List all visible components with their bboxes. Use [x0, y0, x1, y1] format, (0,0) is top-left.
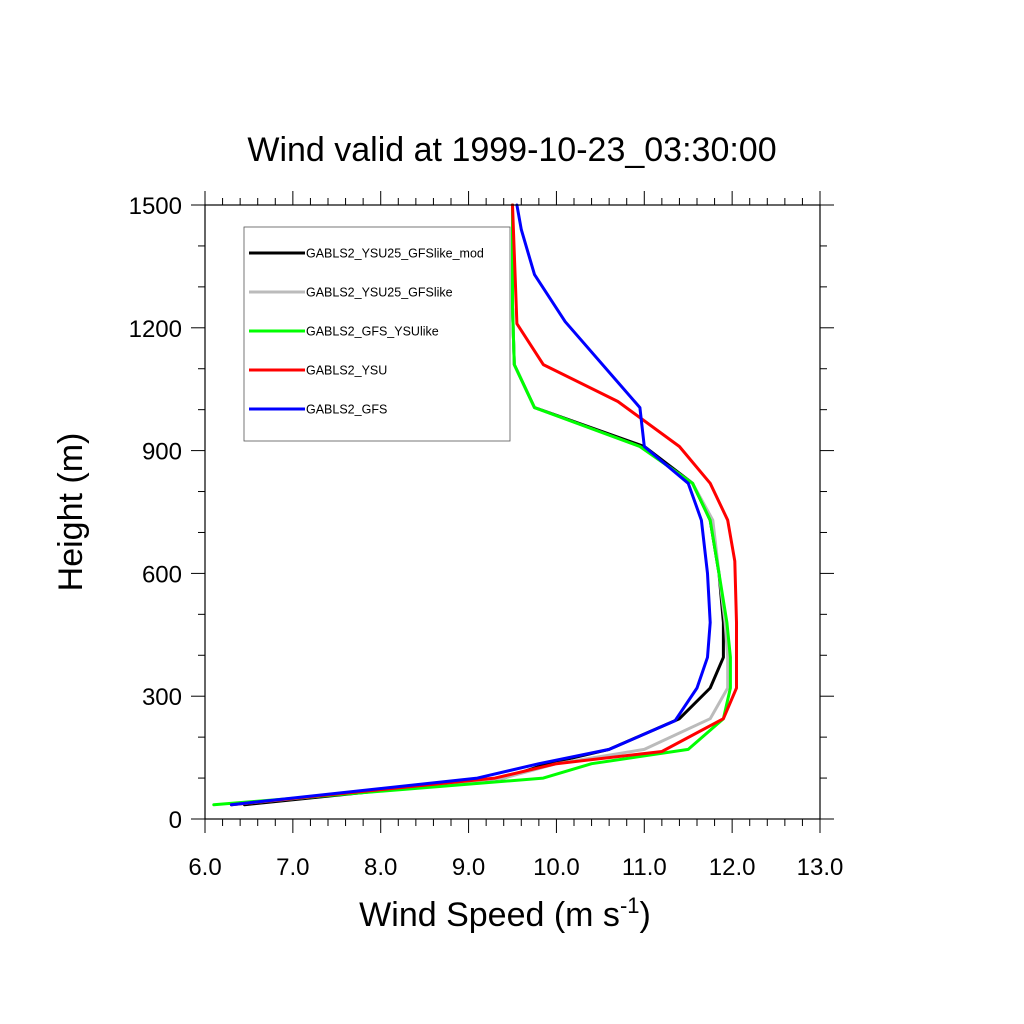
series-line-3 [212, 203, 732, 807]
x-tick-label: 7.0 [276, 854, 309, 881]
x-tick-label: 9.0 [452, 854, 485, 881]
x-tick-label: 8.0 [364, 854, 397, 881]
y-tick-label: 1200 [129, 316, 182, 343]
x-tick-label: 13.0 [797, 854, 844, 881]
x-axis-label-main: Wind Speed (m s [359, 896, 620, 934]
x-tick-label: 10.0 [533, 854, 580, 881]
x-axis-label-superscript: -1 [620, 893, 640, 918]
series-line-5 [229, 203, 712, 807]
y-tick-label: 600 [142, 561, 182, 588]
plot-frame [204, 204, 821, 820]
x-axis-label: Wind Speed (m s-1) [359, 893, 651, 934]
legend-item: GABLS2_YSU25_GFSlike [249, 286, 453, 300]
legend-label: GABLS2_GFS_YSUlike [306, 325, 439, 339]
legend-item: GABLS2_GFS_YSUlike [249, 325, 439, 339]
series-line-4 [229, 203, 738, 807]
legend-label: GABLS2_YSU25_GFSlike [306, 286, 453, 300]
x-tick-label: 12.0 [709, 854, 756, 881]
y-axis-label: Height (m) [52, 433, 90, 592]
y-tick-label: 0 [169, 807, 182, 834]
x-axis-label-end: ) [640, 896, 651, 934]
y-tick-label: 1500 [129, 193, 182, 220]
x-tick-label: 11.0 [622, 854, 667, 881]
legend-label: GABLS2_GFS [306, 403, 387, 417]
y-tick-label: 300 [142, 684, 182, 711]
legend-item: GABLS2_YSU [249, 364, 387, 378]
legend-box [243, 226, 511, 442]
x-tick-label: 6.0 [188, 854, 221, 881]
chart-title: Wind valid at 1999-10-23_03:30:00 [247, 131, 776, 169]
y-tick-label: 900 [142, 439, 182, 466]
legend-item: GABLS2_YSU25_GFSlike_mod [249, 247, 484, 261]
legend: GABLS2_YSU25_GFSlike_mod GABLS2_YSU25_GFS… [243, 226, 511, 442]
legend-label: GABLS2_YSU [306, 364, 387, 378]
plot-area: 6.0 7.0 8.0 9.0 10.0 11.0 12.0 13.0 0 300 600 900 12… [129, 191, 844, 881]
legend-label: GABLS2_YSU25_GFSlike_mod [306, 247, 484, 261]
legend-item: GABLS2_GFS [249, 403, 387, 417]
